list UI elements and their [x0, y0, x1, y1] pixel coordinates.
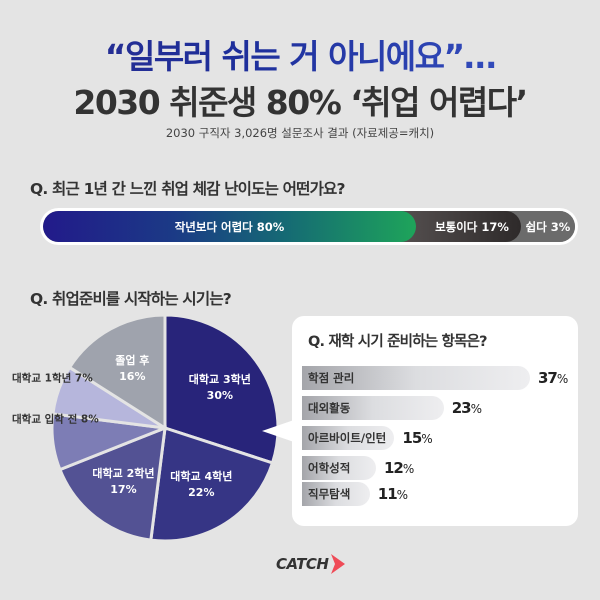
pie-slice [149, 426, 275, 543]
prep-item-bar: 아르바이트/인턴 [302, 426, 395, 450]
slice-percent: 30% [206, 389, 234, 403]
pie-slice [67, 313, 167, 431]
prep-item-row: 직무탐색 11% [302, 482, 408, 506]
prep-item-label: 어학성적 [308, 461, 351, 475]
segment-easy: 쉽다 3% [513, 211, 575, 242]
prep-item-bar: 대외활동 [302, 396, 444, 420]
headline-main: 2030 취준생 80% ‘취업 어렵다’ [73, 83, 528, 122]
prep-item-value: 23% [451, 399, 482, 417]
callout-pointer [262, 420, 294, 442]
prep-item-value: 11% [377, 485, 408, 503]
slice-name: 대학교 2학년 [92, 466, 155, 480]
slice-percent: 22% [188, 486, 215, 500]
label-first-year: 대학교 1학년 7% [12, 372, 93, 385]
slice-percent: 16% [119, 369, 146, 383]
prep-item-label: 학점 관리 [308, 371, 355, 385]
prep-item-row: 아르바이트/인턴 15% [302, 426, 433, 450]
prep-item-value: 12% [383, 459, 414, 477]
q2-question: Q. 취업준비를 시작하는 시기는? [30, 290, 232, 308]
segment-harder: 작년보다 어렵다 80% [43, 211, 416, 242]
prep-item-value: 15% [402, 429, 432, 447]
survey-source: 2030 구직자 3,026명 설문조사 결과 (자료제공=캐치) [165, 126, 435, 140]
prep-item-bar: 학점 관리 [302, 366, 530, 390]
prep-item-bar: 직무탐색 [302, 482, 370, 506]
slice-name: 대학교 4학년 [170, 470, 233, 484]
label-before-entry: 대학교 입학 전 8% [12, 413, 99, 426]
slice-percent: 17% [110, 482, 137, 496]
q1-question: Q. 최근 1년 간 느낀 취업 체감 난이도는 어떤가요? [30, 180, 346, 198]
prep-item-label: 직무탐색 [308, 487, 351, 501]
pie-slice-label: 대학교 4학년 22% [170, 469, 232, 501]
start-timing-pie-chart [50, 313, 280, 543]
headline-quote: “일부러 쉬는 거 아니에요”… [0, 30, 600, 78]
logo-text: CATCH [276, 555, 329, 573]
prep-item-row: 학점 관리 37% [302, 366, 568, 390]
chevron-right-icon [331, 554, 346, 574]
prep-item-label: 아르바이트/인턴 [308, 431, 387, 445]
slice-name: 졸업 후 [115, 353, 150, 367]
slice-name: 대학교 3학년 [188, 373, 251, 387]
catch-logo: CATCH [276, 553, 346, 575]
pie-slice-label: 대학교 2학년 17% [92, 466, 154, 498]
pie-slice-label: 대학교 3학년 30% [189, 372, 251, 404]
pie-slice [57, 425, 167, 542]
difficulty-stacked-bar: 작년보다 어렵다 80% 보통이다 17% 쉽다 3% [40, 208, 578, 245]
q3-question: Q. 재학 시기 준비하는 항목은? [308, 334, 488, 350]
prep-item-value: 37% [538, 369, 568, 387]
prep-item-row: 대외활동 23% [302, 396, 482, 420]
prep-item-row: 어학성적 12% [302, 456, 414, 480]
prep-item-label: 대외활동 [308, 401, 351, 415]
pie-slice-label: 졸업 후 16% [115, 353, 149, 385]
prep-items-card: Q. 재학 시기 준비하는 항목은? 학점 관리 37% 대외활동 23% 아르바이트/… [292, 316, 578, 526]
prep-item-bar: 어학성적 [302, 456, 376, 480]
